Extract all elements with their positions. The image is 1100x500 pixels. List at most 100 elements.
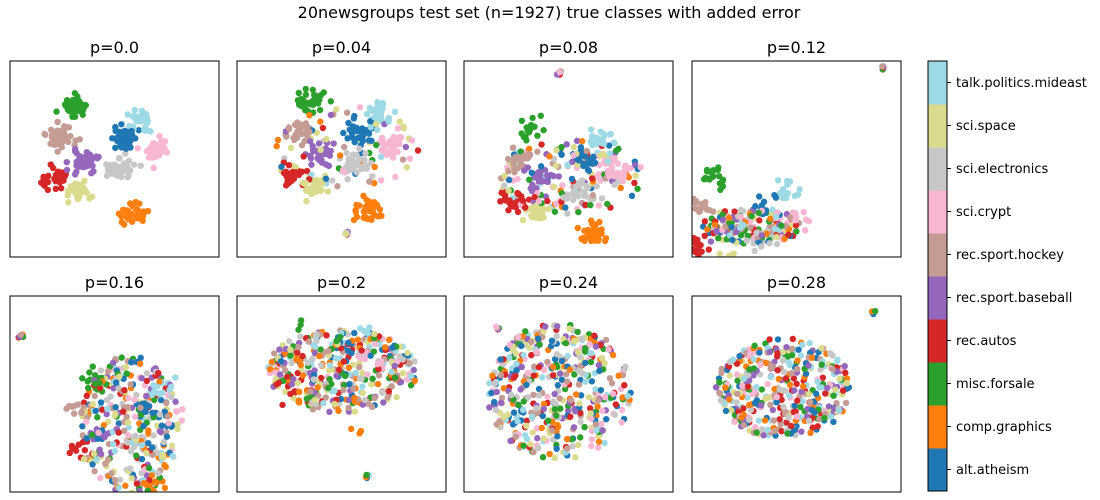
data-point (771, 427, 779, 435)
data-point (558, 151, 565, 158)
data-point (728, 224, 735, 231)
data-point (375, 365, 382, 373)
data-point (489, 372, 496, 379)
data-point (781, 235, 788, 243)
data-point (709, 257, 715, 263)
data-point (588, 442, 595, 450)
data-point (781, 368, 788, 376)
panels: p=0.0 p=0.04 p=0.08 p=0.12 p=0.16 p=0.2 p=0.24… (9, 38, 902, 493)
data-point (774, 336, 782, 343)
data-point (353, 169, 360, 176)
data-point (319, 124, 327, 132)
data-point (715, 235, 722, 242)
data-point (717, 186, 724, 194)
data-point (550, 172, 557, 180)
data-point (507, 437, 514, 445)
data-point (825, 403, 833, 410)
data-point (140, 208, 148, 215)
data-point (394, 125, 402, 132)
data-point (341, 382, 348, 389)
data-point (554, 433, 561, 440)
data-point (590, 154, 597, 161)
data-point (577, 144, 585, 151)
data-point (734, 390, 741, 398)
data-point (564, 352, 571, 360)
data-point (377, 153, 385, 161)
data-point (327, 111, 335, 119)
data-point (755, 209, 762, 216)
data-point (718, 259, 724, 265)
data-point (784, 430, 791, 437)
data-point (555, 173, 562, 180)
data-point (132, 135, 139, 142)
data-point (569, 190, 576, 197)
data-point (355, 353, 363, 360)
data-point (116, 476, 124, 484)
data-point (780, 403, 787, 411)
scatter-points (497, 68, 644, 245)
data-point (330, 140, 337, 147)
data-point (537, 112, 544, 119)
data-point (716, 379, 723, 386)
data-point (352, 206, 359, 214)
data-point (314, 384, 321, 391)
data-point (111, 476, 119, 484)
data-point (125, 133, 133, 140)
data-point (297, 361, 305, 369)
data-point (740, 405, 747, 412)
data-point (127, 381, 134, 388)
data-point (773, 233, 780, 241)
data-point (800, 208, 807, 216)
data-point (344, 347, 352, 355)
data-point (594, 444, 602, 451)
data-point (832, 386, 839, 393)
colorbar-swatch (928, 61, 947, 105)
data-point (752, 203, 759, 210)
data-point (793, 380, 800, 388)
data-point (563, 141, 570, 148)
data-point (286, 338, 293, 345)
data-point (348, 130, 356, 137)
data-point (126, 122, 133, 130)
data-point (617, 184, 624, 192)
data-point (588, 217, 595, 224)
data-point (366, 198, 373, 205)
data-point (510, 409, 518, 416)
data-point (805, 362, 812, 369)
data-point (589, 140, 596, 147)
data-point (404, 349, 411, 357)
data-point (302, 91, 310, 98)
data-point (312, 187, 320, 195)
data-point (411, 358, 418, 365)
data-point (133, 480, 141, 487)
data-point (529, 181, 536, 188)
data-point (583, 233, 590, 241)
data-point (774, 367, 781, 374)
data-point (403, 164, 411, 171)
data-point (588, 350, 595, 357)
data-point (637, 164, 644, 171)
data-point (92, 407, 100, 415)
data-point (551, 405, 559, 413)
data-point (302, 85, 309, 93)
data-point (131, 396, 138, 404)
data-point (541, 323, 549, 330)
data-point (144, 487, 151, 492)
data-point (79, 423, 86, 430)
data-point (312, 343, 319, 351)
data-point (609, 390, 617, 398)
data-point (370, 108, 378, 115)
colorbar: alt.atheism comp.graphics misc.forsale rec.… (927, 60, 1087, 492)
data-point (701, 232, 708, 240)
data-point (578, 335, 586, 342)
data-point (498, 394, 506, 402)
data-point (379, 389, 386, 396)
data-point (548, 337, 556, 344)
data-point (782, 375, 790, 382)
data-point (634, 185, 641, 192)
data-point (506, 354, 513, 362)
data-point (329, 177, 336, 184)
data-point (384, 149, 391, 156)
data-point (143, 472, 151, 479)
data-point (294, 349, 301, 356)
